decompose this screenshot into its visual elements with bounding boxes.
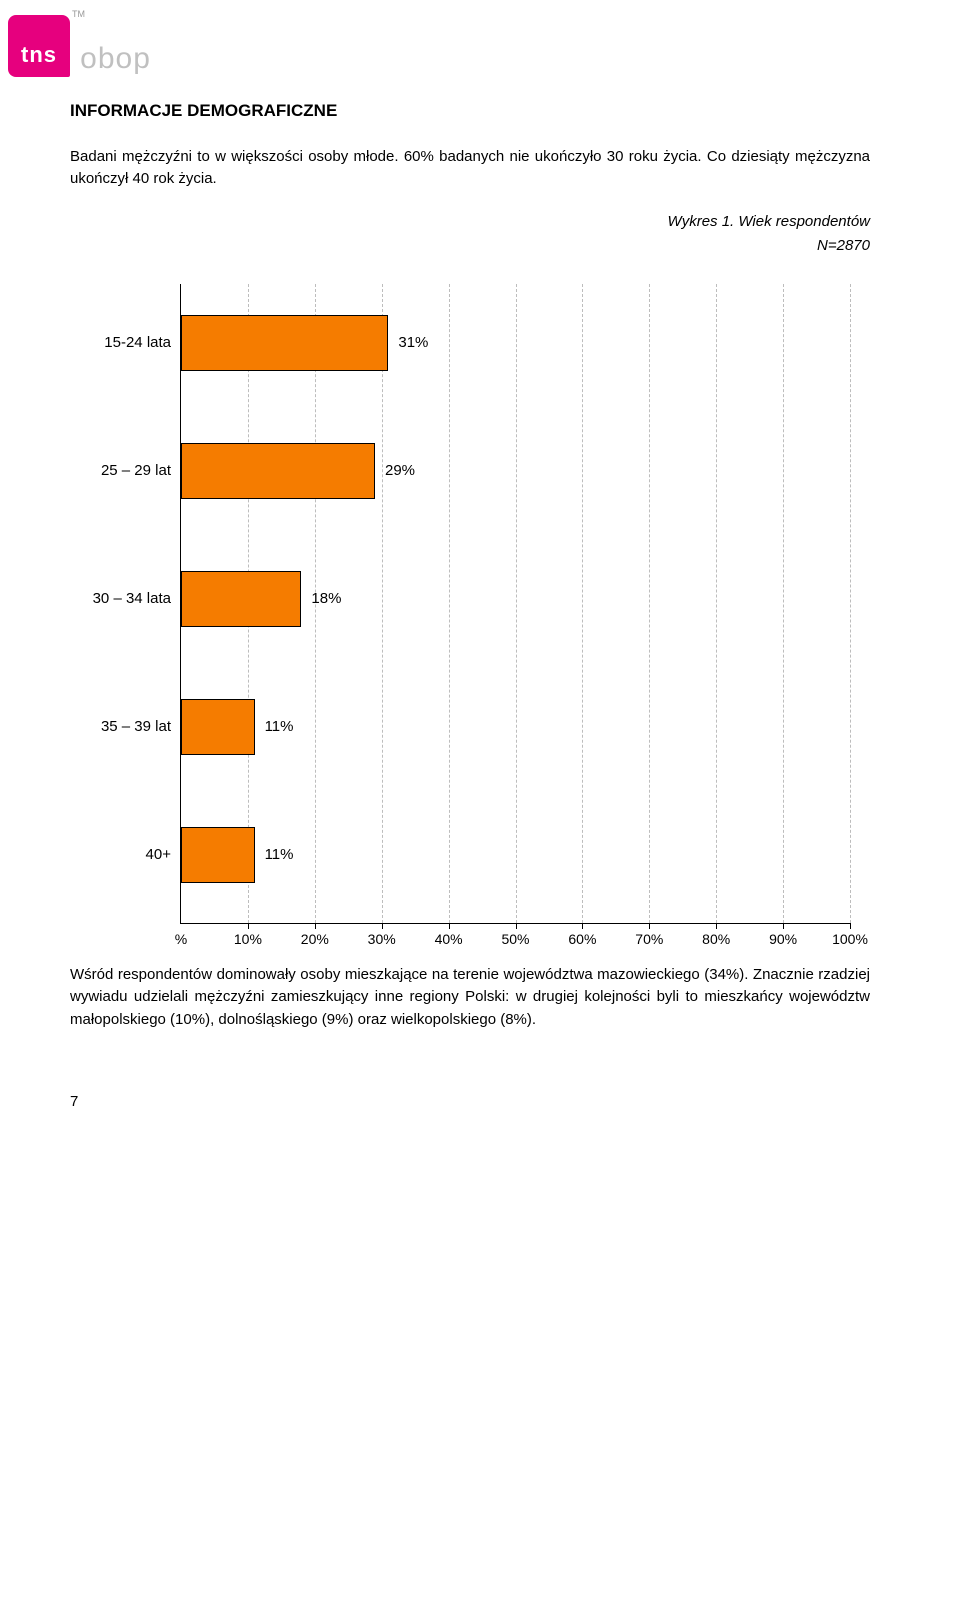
chart-bar bbox=[181, 571, 301, 627]
chart-value-label: 18% bbox=[311, 588, 341, 611]
chart-x-tick: 30% bbox=[368, 929, 396, 950]
chart-bar-row: 35 – 39 lat11% bbox=[181, 699, 850, 755]
chart-bar bbox=[181, 699, 255, 755]
chart-x-tick: 100% bbox=[832, 929, 868, 950]
chart-category-label: 15-24 lata bbox=[104, 332, 171, 355]
chart-caption-line1: Wykres 1. Wiek respondentów bbox=[70, 211, 870, 234]
age-bar-chart: %10%20%30%40%50%60%70%80%90%100%15-24 la… bbox=[90, 284, 850, 924]
chart-value-label: 29% bbox=[385, 460, 415, 483]
logo-badge: tns bbox=[8, 15, 70, 77]
brand-logo: tns TM obop bbox=[0, 0, 960, 90]
page-content: INFORMACJE DEMOGRAFICZNE Badani mężczyźn… bbox=[0, 98, 960, 1031]
chart-category-label: 40+ bbox=[146, 843, 171, 866]
chart-gridline bbox=[850, 284, 851, 923]
chart-category-label: 30 – 34 lata bbox=[93, 588, 171, 611]
chart-x-tick: 90% bbox=[769, 929, 797, 950]
paragraph-2: Wśród respondentów dominowały osoby mies… bbox=[70, 964, 870, 1032]
section-heading: INFORMACJE DEMOGRAFICZNE bbox=[70, 98, 870, 124]
logo-tm: TM bbox=[72, 8, 85, 22]
chart-plot-area: %10%20%30%40%50%60%70%80%90%100%15-24 la… bbox=[180, 284, 850, 924]
intro-paragraph: Badani mężczyźni to w większości osoby m… bbox=[70, 146, 870, 191]
chart-value-label: 11% bbox=[265, 716, 294, 739]
chart-x-tick: 80% bbox=[702, 929, 730, 950]
logo-badge-text: tns bbox=[8, 38, 70, 71]
chart-x-tick: 50% bbox=[501, 929, 529, 950]
chart-bar bbox=[181, 827, 255, 883]
chart-x-tick: % bbox=[175, 929, 187, 950]
chart-value-label: 11% bbox=[265, 843, 294, 866]
logo-suffix: obop bbox=[80, 36, 151, 81]
chart-x-tick: 20% bbox=[301, 929, 329, 950]
chart-x-tick: 60% bbox=[568, 929, 596, 950]
chart-x-tick: 10% bbox=[234, 929, 262, 950]
page-number: 7 bbox=[0, 1051, 960, 1114]
chart-bar-row: 40+11% bbox=[181, 827, 850, 883]
chart-bar bbox=[181, 315, 388, 371]
chart-caption-line2: N=2870 bbox=[70, 235, 870, 258]
chart-category-label: 25 – 29 lat bbox=[101, 460, 171, 483]
chart-bar-row: 25 – 29 lat29% bbox=[181, 443, 850, 499]
chart-category-label: 35 – 39 lat bbox=[101, 716, 171, 739]
chart-bar-row: 15-24 lata31% bbox=[181, 315, 850, 371]
chart-x-tick: 40% bbox=[435, 929, 463, 950]
chart-x-tick: 70% bbox=[635, 929, 663, 950]
chart-bar-row: 30 – 34 lata18% bbox=[181, 571, 850, 627]
chart-bar bbox=[181, 443, 375, 499]
chart-value-label: 31% bbox=[398, 332, 428, 355]
